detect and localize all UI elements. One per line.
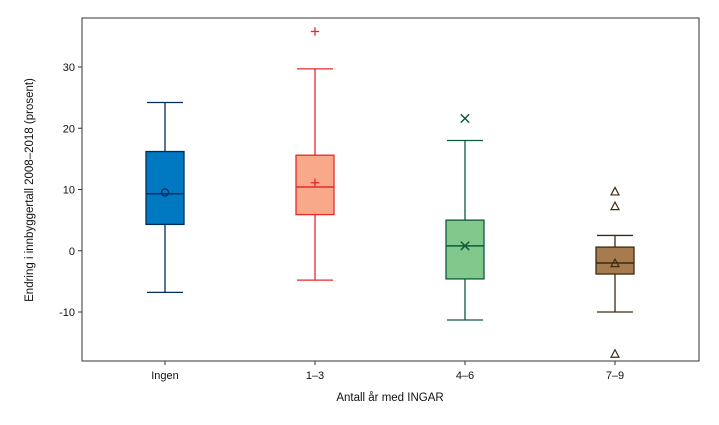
y-tick-label: 10	[63, 185, 75, 197]
iqr-box	[145, 150, 185, 226]
y-tick-label: -10	[59, 307, 75, 319]
iqr-box	[445, 219, 485, 280]
outlier-marker-b	[460, 113, 470, 124]
mean-marker-b	[460, 241, 470, 251]
mean-marker	[310, 178, 320, 187]
y-tick-label: 30	[63, 62, 75, 74]
outlier-marker	[610, 186, 620, 196]
iqr-box	[595, 246, 635, 275]
boxes	[145, 27, 635, 358]
x-tick-label: Ingen	[151, 370, 179, 382]
outlier-marker	[460, 113, 470, 124]
mean-marker	[160, 188, 170, 197]
y-axis: -10 0 10 20 30	[59, 62, 82, 319]
iqr-box	[295, 154, 335, 216]
outlier-marker	[310, 27, 320, 36]
outlier-marker	[610, 348, 620, 358]
x-tick-label: 7–9	[606, 370, 624, 382]
mean-marker	[460, 241, 470, 251]
x-tick-label: 4–6	[456, 370, 474, 382]
box-group-4	[595, 186, 635, 358]
mean-marker	[610, 257, 620, 268]
outlier-marker	[610, 200, 620, 211]
y-tick-label: 0	[69, 246, 75, 258]
x-tick-label: 1–3	[306, 370, 324, 382]
y-axis-title: Endring i innbyggertall 2008–2018 (prose…	[24, 78, 36, 302]
box-group-2	[295, 27, 335, 281]
box-group-1	[145, 101, 185, 294]
x-axis-title: Antall år med INGAR	[336, 392, 443, 404]
x-axis: Ingen 1–3 4–6 7–9	[151, 361, 624, 382]
box-group-3	[445, 113, 485, 321]
y-tick-label: 20	[63, 123, 75, 135]
